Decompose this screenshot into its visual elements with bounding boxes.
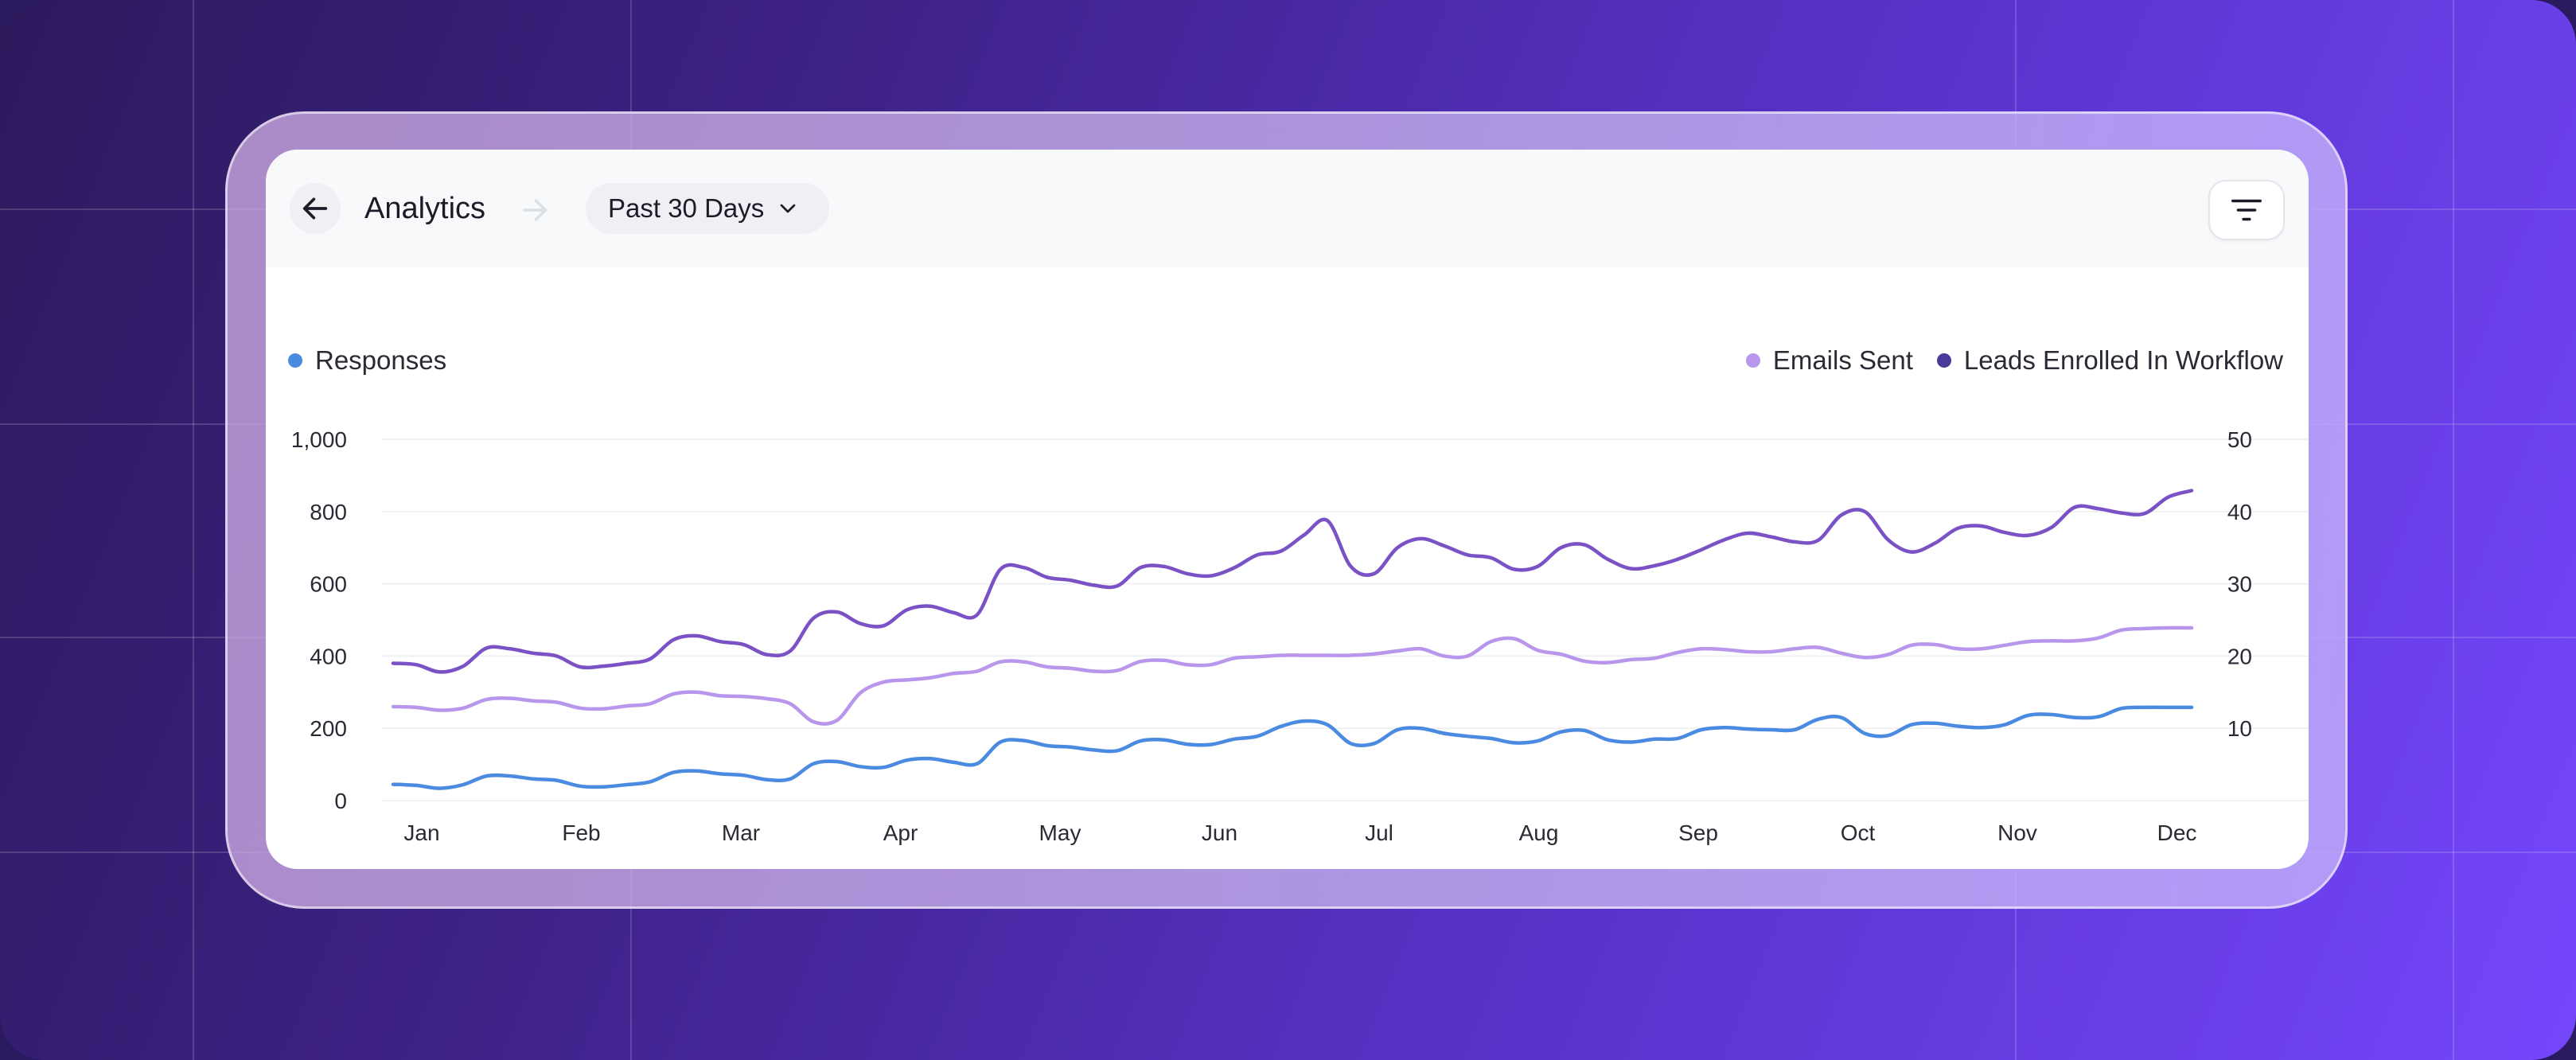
chart-legend-left: Responses <box>288 345 446 376</box>
back-button[interactable] <box>290 183 341 234</box>
legend-item-responses[interactable]: Responses <box>288 345 446 376</box>
filter-button[interactable] <box>2208 180 2285 240</box>
legend-label: Emails Sent <box>1772 345 1913 375</box>
x-tick-label: Jul <box>1365 820 1393 845</box>
legend-item-leads-enrolled[interactable]: Leads Enrolled In Workflow <box>1936 345 2283 376</box>
y-left-tick-label: 800 <box>310 500 347 524</box>
arrow-left-icon <box>302 197 328 220</box>
background-gridline <box>193 0 194 1060</box>
legend-label: Responses <box>315 345 447 375</box>
x-tick-label: Mar <box>722 820 760 845</box>
x-tick-label: Jun <box>1202 820 1237 845</box>
x-tick-label: Sep <box>1678 820 1718 845</box>
y-right-tick-label: 10 <box>2227 716 2252 741</box>
y-right-tick-label: 50 <box>2227 427 2252 452</box>
legend-dot-emails-sent <box>1745 353 1760 368</box>
date-range-label: Past 30 Days <box>608 193 765 223</box>
legend-label: Leads Enrolled In Workflow <box>1963 345 2283 375</box>
y-left-tick-label: 1,000 <box>291 427 347 452</box>
page-title: Analytics <box>364 192 486 225</box>
background-gridline <box>2453 0 2454 1060</box>
card-header: Analytics Past 30 Days <box>266 150 2309 267</box>
x-tick-label: Dec <box>2157 820 2197 845</box>
chart-legend-right: Emails Sent Leads Enrolled In Workflow <box>1745 345 2283 376</box>
x-tick-label: Oct <box>1841 820 1876 845</box>
y-left-tick-label: 400 <box>310 644 347 668</box>
legend-dot-leads-enrolled <box>1936 353 1951 368</box>
x-tick-label: May <box>1039 820 1081 845</box>
analytics-card: Analytics Past 30 Days Responses <box>266 150 2309 869</box>
date-range-dropdown[interactable]: Past 30 Days <box>586 183 830 234</box>
y-left-tick-label: 0 <box>334 789 347 813</box>
x-tick-label: Nov <box>1997 820 2037 845</box>
filter-icon <box>2231 199 2262 221</box>
y-right-tick-label: 40 <box>2227 500 2252 524</box>
y-right-tick-label: 30 <box>2227 572 2252 597</box>
y-left-tick-label: 600 <box>310 572 347 597</box>
y-left-tick-label: 200 <box>310 716 347 741</box>
x-tick-label: Jan <box>403 820 439 845</box>
y-right-tick-label: 20 <box>2227 644 2252 668</box>
arrow-right-icon <box>522 199 548 221</box>
chevron-down-icon <box>780 204 796 213</box>
x-tick-label: Apr <box>883 820 918 845</box>
legend-item-emails-sent[interactable]: Emails Sent <box>1745 345 1913 376</box>
x-tick-label: Aug <box>1519 820 1559 845</box>
line-chart: 0 200 400 600 800 1,000 10 20 30 40 50 Jan Feb Mar Apr… <box>291 427 2309 845</box>
series-line-emails-sent <box>391 625 2194 726</box>
series-line-leads-enrolled <box>391 489 2194 674</box>
x-tick-label: Feb <box>562 820 600 845</box>
series-line-responses <box>391 705 2194 790</box>
legend-dot-responses <box>288 353 302 368</box>
